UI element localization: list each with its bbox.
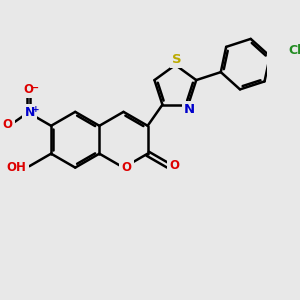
- Text: +: +: [32, 104, 39, 113]
- Text: −: −: [31, 83, 39, 93]
- Text: O: O: [23, 83, 33, 96]
- Text: O: O: [122, 161, 131, 174]
- Text: N: N: [184, 103, 195, 116]
- Text: O: O: [169, 159, 180, 172]
- Text: S: S: [172, 53, 182, 66]
- Text: OH: OH: [7, 161, 26, 174]
- Text: N: N: [24, 106, 35, 119]
- Text: Cl: Cl: [288, 44, 300, 57]
- Text: O: O: [3, 118, 13, 131]
